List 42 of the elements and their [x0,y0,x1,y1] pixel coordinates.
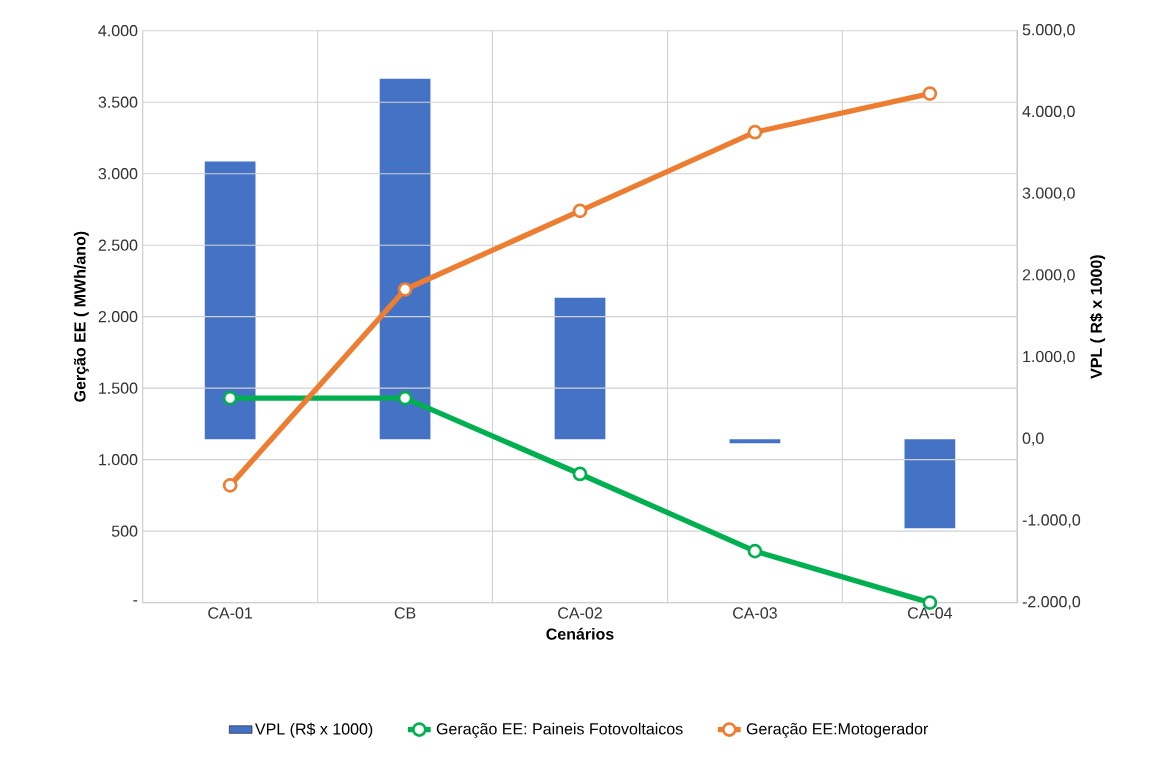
point [397,390,413,406]
point [572,466,588,482]
y-tick-label: 3.000 [98,168,138,180]
point [222,478,238,493]
point [747,124,763,140]
point [572,203,588,219]
y-tick-label: 4.000 [98,25,138,37]
bar [729,439,781,444]
y2-tick-label: 0,0 [1022,432,1044,446]
legend-label: Geração EE: Paineis Fotovoltaicos [436,722,683,738]
y2-tick-label: 5.000,0 [1022,24,1075,38]
legend-label: Geração EE:Motogerador [746,722,929,738]
y2-tick-label: -1.000,0 [1022,514,1081,528]
legend-label: VPL (R$ x 1000) [255,722,373,738]
y2-axis-title: VPL ( R$ x 1000) [1089,255,1106,379]
point [747,543,763,559]
bar [379,78,431,440]
x-tick-label: CB [394,607,416,619]
y-tick-label: 1.000 [99,454,138,466]
y2-tick-label: 1.000,0 [1023,350,1075,365]
point [397,282,413,297]
x-axis-title: Cenários [546,627,614,640]
y-tick-label: 500 [111,525,138,537]
point [922,86,938,101]
y-axis-title: Gerção EE ( MWh/ano) [73,231,89,402]
y-tick-label: 2.000 [98,311,138,323]
y2-tick-label: 4.000,0 [1022,105,1075,119]
point [222,390,238,406]
bar [904,439,956,529]
x-tick-label: CA-01 [208,607,253,619]
y-tick-label: 3.500 [98,96,138,108]
x-tick-label: CA-02 [558,607,602,619]
bar [204,161,256,440]
y2-tick-label: 2.000,0 [1022,269,1075,283]
y-tick-label: 2.500 [98,239,138,251]
x-tick-label: CA-04 [908,607,953,619]
x-tick-label: CA-03 [733,607,777,619]
bar [554,297,606,440]
y2-tick-label: 3.000,0 [1022,187,1075,201]
y2-tick-label: -2.000,0 [1022,596,1081,610]
y-tick-label: 1.500 [99,382,138,394]
y-tick-label: - [133,600,138,602]
